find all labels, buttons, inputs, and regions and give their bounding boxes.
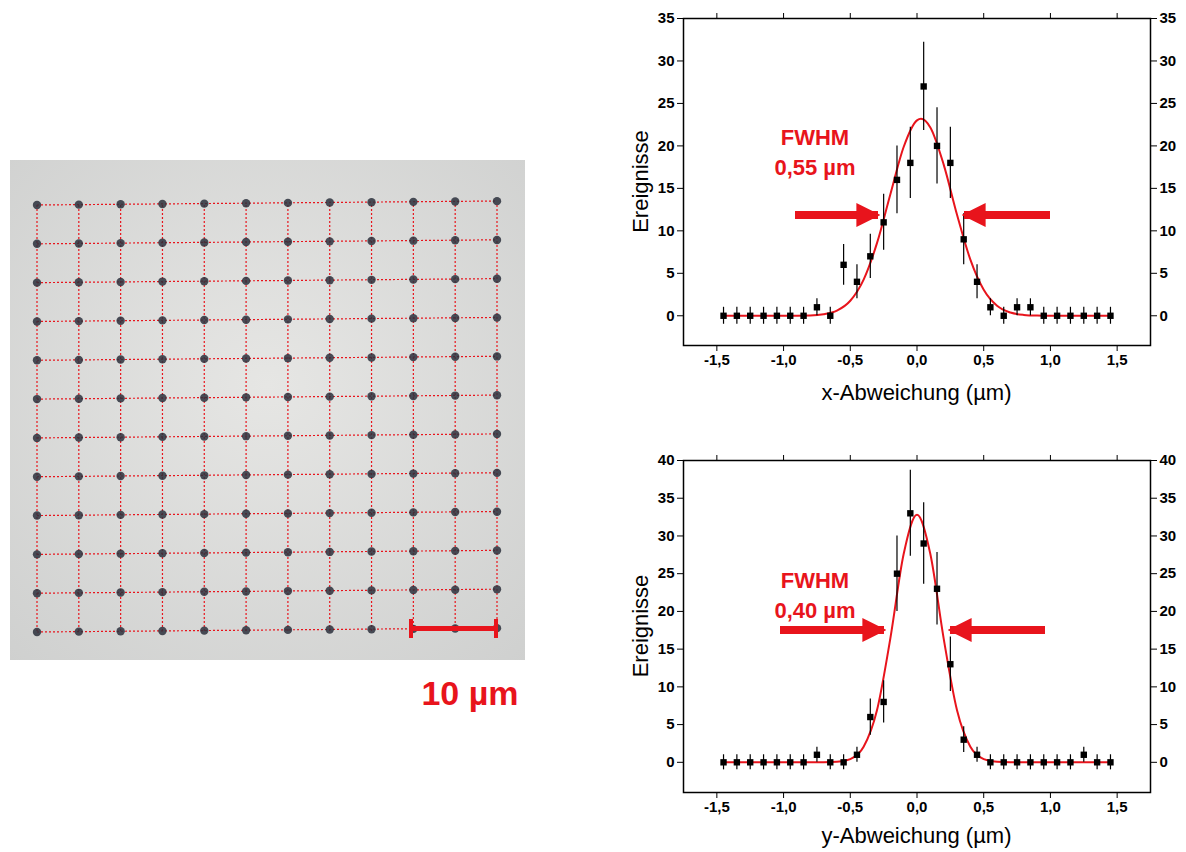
svg-text:0,40 µm: 0,40 µm (774, 598, 855, 623)
svg-text:10 µm: 10 µm (421, 674, 518, 712)
svg-text:0: 0 (1160, 753, 1168, 770)
svg-text:20: 20 (1160, 137, 1177, 154)
svg-text:0: 0 (666, 753, 674, 770)
svg-text:30: 30 (658, 527, 675, 544)
svg-text:35: 35 (1160, 9, 1177, 26)
svg-text:40: 40 (658, 451, 675, 468)
svg-text:Ereignisse: Ereignisse (628, 575, 653, 678)
svg-text:0: 0 (1160, 307, 1168, 324)
svg-text:-0,5: -0,5 (837, 351, 863, 368)
svg-text:5: 5 (1160, 264, 1168, 281)
svg-text:10: 10 (658, 678, 675, 695)
svg-text:1,0: 1,0 (1040, 351, 1061, 368)
svg-text:30: 30 (658, 52, 675, 69)
svg-text:y-Abweichung (µm): y-Abweichung (µm) (822, 823, 1012, 848)
svg-text:15: 15 (658, 640, 675, 657)
svg-text:Ereignisse: Ereignisse (628, 130, 653, 233)
svg-text:0,0: 0,0 (907, 351, 928, 368)
svg-text:x-Abweichung (µm): x-Abweichung (µm) (822, 380, 1012, 405)
svg-text:10: 10 (658, 222, 675, 239)
svg-text:0,55 µm: 0,55 µm (774, 155, 855, 180)
svg-text:0: 0 (666, 307, 674, 324)
svg-text:0,5: 0,5 (973, 798, 994, 815)
svg-text:15: 15 (1160, 640, 1177, 657)
svg-text:1,0: 1,0 (1040, 798, 1061, 815)
svg-text:20: 20 (1160, 602, 1177, 619)
svg-text:10: 10 (1160, 678, 1177, 695)
svg-text:25: 25 (1160, 564, 1177, 581)
svg-text:20: 20 (658, 602, 675, 619)
svg-text:35: 35 (658, 9, 675, 26)
svg-text:15: 15 (1160, 179, 1177, 196)
svg-text:0,5: 0,5 (973, 351, 994, 368)
svg-text:20: 20 (658, 137, 675, 154)
svg-text:0,0: 0,0 (907, 798, 928, 815)
svg-text:35: 35 (658, 489, 675, 506)
svg-text:30: 30 (1160, 52, 1177, 69)
svg-text:30: 30 (1160, 527, 1177, 544)
svg-text:40: 40 (1160, 451, 1177, 468)
svg-text:-1,5: -1,5 (704, 351, 730, 368)
svg-text:5: 5 (666, 264, 674, 281)
svg-text:1,5: 1,5 (1107, 351, 1128, 368)
svg-text:1,5: 1,5 (1107, 798, 1128, 815)
svg-text:5: 5 (1160, 715, 1168, 732)
svg-text:5: 5 (666, 715, 674, 732)
svg-text:10: 10 (1160, 222, 1177, 239)
svg-text:-1,0: -1,0 (771, 798, 797, 815)
svg-text:-0,5: -0,5 (837, 798, 863, 815)
svg-text:-1,0: -1,0 (771, 351, 797, 368)
svg-text:35: 35 (1160, 489, 1177, 506)
svg-text:-1,5: -1,5 (704, 798, 730, 815)
svg-text:25: 25 (1160, 94, 1177, 111)
svg-text:15: 15 (658, 179, 675, 196)
svg-text:FWHM: FWHM (781, 568, 849, 593)
svg-text:25: 25 (658, 94, 675, 111)
svg-text:FWHM: FWHM (781, 125, 849, 150)
svg-text:25: 25 (658, 564, 675, 581)
